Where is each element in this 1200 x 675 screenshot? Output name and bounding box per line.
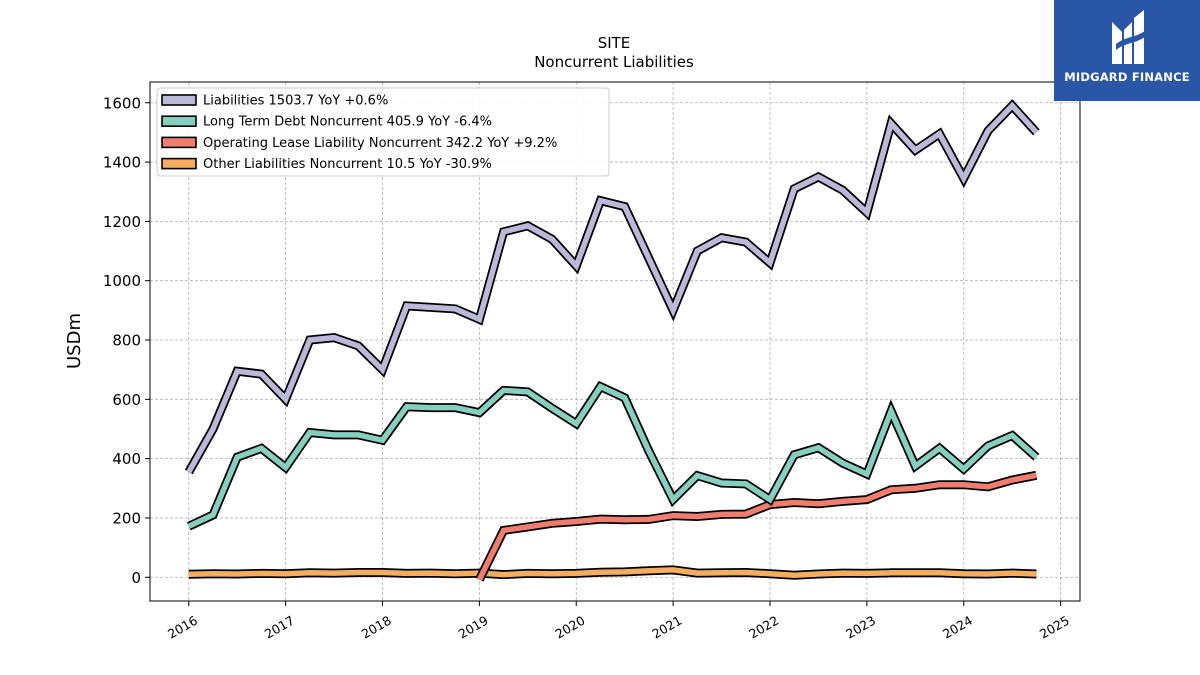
series-lines xyxy=(184,99,1040,582)
legend-swatch-long-term-debt-noncurrent xyxy=(161,115,197,127)
legend: Liabilities 1503.7 YoY +0.6% Long Term De… xyxy=(156,87,610,177)
x-tick-label: 2021 xyxy=(649,613,684,642)
x-tick-label: 2024 xyxy=(940,613,975,642)
x-tick-label: 2018 xyxy=(359,613,394,642)
chart-title: SITE xyxy=(598,34,631,52)
y-tick-label: 1400 xyxy=(103,154,141,172)
legend-label-operating-lease-liability-noncurrent: Operating Lease Liability Noncurrent 342… xyxy=(203,136,557,151)
y-tick-label: 1200 xyxy=(103,213,141,231)
y-tick-label: 1000 xyxy=(103,272,141,290)
series-line-long-term-debt-noncurrent xyxy=(187,383,1039,529)
y-axis-label: USDm xyxy=(64,313,85,369)
y-axis-ticks: 0 200 400 600 800 1000 1200 1400 1600 xyxy=(103,94,150,587)
y-tick-label: 1600 xyxy=(103,94,141,112)
y-tick-label: 0 xyxy=(131,569,141,587)
x-tick-label: 2016 xyxy=(165,613,200,642)
x-tick-label: 2017 xyxy=(262,613,297,642)
legend-swatch-other-liabilities-noncurrent xyxy=(161,157,197,170)
x-tick-label: 2022 xyxy=(746,613,781,642)
x-tick-label: 2019 xyxy=(456,613,491,642)
series-line-liabilities xyxy=(186,101,1039,474)
chart-subtitle: Noncurrent Liabilities xyxy=(534,53,694,71)
legend-label-other-liabilities-noncurrent: Other Liabilities Noncurrent 10.5 YoY -3… xyxy=(203,157,492,172)
y-tick-label: 200 xyxy=(112,509,141,527)
series-line-operating-lease-liability-noncurrent xyxy=(476,472,1037,581)
midgard-finance-logo: MIDGARD FINANCE xyxy=(1054,0,1200,101)
y-tick-label: 800 xyxy=(112,332,141,350)
legend-swatch-liabilities xyxy=(161,94,197,106)
legend-label-long-term-debt-noncurrent: Long Term Debt Noncurrent 405.9 YoY -6.4… xyxy=(203,115,492,130)
x-tick-label: 2023 xyxy=(843,613,878,642)
series-line-other-liabilities-noncurrent xyxy=(188,567,1037,578)
y-tick-label: 600 xyxy=(112,391,141,409)
logo-text: MIDGARD FINANCE xyxy=(1064,70,1190,84)
x-tick-label: 2020 xyxy=(552,613,587,642)
x-axis-ticks: 2016 2017 2018 2019 2020 2021 2022 2023 2024 2025 xyxy=(165,601,1072,642)
legend-label-liabilities: Liabilities 1503.7 YoY +0.6% xyxy=(203,94,388,109)
legend-swatch-operating-lease-liability-noncurrent xyxy=(161,136,197,149)
x-tick-label: 2025 xyxy=(1037,613,1072,642)
legend-box xyxy=(156,87,610,177)
midgard-logo-mark-icon xyxy=(1112,10,1146,64)
plot-frame xyxy=(149,81,1081,602)
y-tick-label: 400 xyxy=(112,450,141,468)
